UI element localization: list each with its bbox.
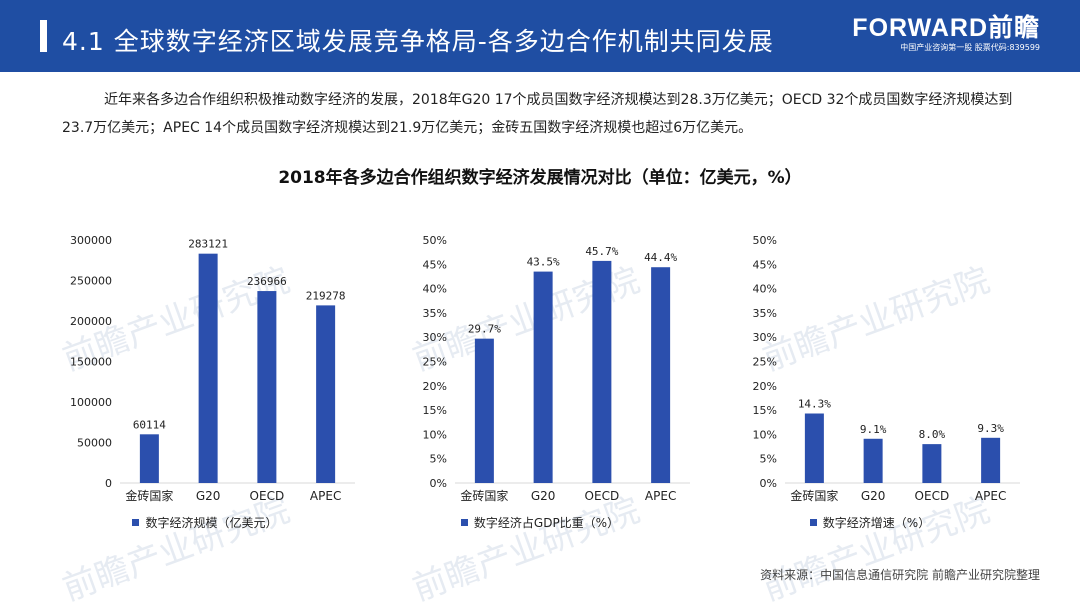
intro-paragraph: 近年来各多边合作组织积极推动数字经济的发展，2018年G20 17个成员国数字经… [62, 92, 1013, 136]
y-tick-label: 20% [423, 380, 447, 393]
y-tick-label: 45% [423, 258, 447, 271]
title-marker [40, 20, 47, 52]
chart-plot-2: 0% 5% 10% 15% 20% 25% 30% 35% 40% 45% 50% 29.7% 金砖国家… [423, 234, 690, 503]
data-label: 283121 [188, 238, 228, 251]
bar-OECD [257, 291, 277, 483]
bar-APEC [981, 437, 1001, 483]
data-label: 45.7% [585, 245, 618, 258]
legend-swatch [460, 519, 468, 526]
data-label: 29.7% [468, 323, 501, 336]
y-tick-label: 25% [423, 356, 447, 369]
x-category-label: APEC [645, 489, 676, 503]
data-label: 43.5% [527, 256, 560, 269]
y-tick-label: 10% [753, 428, 777, 441]
x-category-label: 金砖国家 [125, 488, 173, 503]
data-label: 14.3% [798, 398, 831, 411]
bar-G20 [533, 271, 553, 483]
y-tick-label: 30% [753, 331, 777, 344]
data-label: 219278 [306, 289, 346, 302]
x-category-label: G20 [531, 489, 556, 503]
y-tick-label: 35% [753, 307, 777, 320]
y-tick-label: 40% [423, 283, 447, 296]
brand-name: FORWARD前瞻 [852, 14, 1040, 42]
y-tick-label: 250000 [70, 275, 112, 288]
y-tick-label: 35% [423, 307, 447, 320]
y-tick-label: 25% [753, 356, 777, 369]
bar-APEC [651, 267, 671, 483]
y-tick-label: 150000 [70, 356, 112, 369]
chart-plot-1: 0 50000 100000 150000 200000 250000 300000 6011… [70, 234, 355, 503]
x-category-label: G20 [196, 489, 221, 503]
legend-label: 数字经济规模（亿美元） [145, 516, 278, 530]
brand-subtitle: 中国产业咨询第一股 股票代码:839599 [900, 43, 1040, 52]
x-category-label: OECD [585, 489, 620, 503]
chart-legend-1: 数字经济规模（亿美元） [40, 514, 370, 531]
y-tick-label: 0% [430, 477, 447, 490]
x-category-label: APEC [975, 489, 1006, 503]
y-tick-label: 30% [423, 331, 447, 344]
header-bar: 4.1 全球数字经济区域发展竞争格局-各多边合作机制共同发展 FORWARD前瞻… [0, 0, 1080, 72]
y-tick-label: 200000 [70, 315, 112, 328]
x-category-label: APEC [310, 489, 341, 503]
chart-legend-3: 数字经济增速（%） [705, 514, 1035, 531]
data-label: 236966 [247, 275, 287, 288]
y-tick-label: 50% [753, 234, 777, 247]
bar-金砖国家 [804, 413, 824, 483]
chart-plot-3: 0% 5% 10% 15% 20% 25% 30% 35% 40% 45% 50% 14.3% 金砖国家… [753, 234, 1020, 503]
x-category-label: OECD [915, 489, 950, 503]
y-tick-label: 0% [760, 477, 777, 490]
y-tick-label: 40% [753, 283, 777, 296]
chart-growth-rate: 0% 5% 10% 15% 20% 25% 30% 35% 40% 45% 50% 14.3% 金砖国家… [705, 226, 1035, 546]
y-tick-label: 300000 [70, 234, 112, 247]
data-label: 9.1% [860, 423, 887, 436]
y-tick-label: 100000 [70, 396, 112, 409]
x-category-label: G20 [861, 489, 886, 503]
data-label: 44.4% [644, 251, 677, 264]
data-label: 9.3% [977, 422, 1004, 435]
chart-digital-economy-scale: 0 50000 100000 150000 200000 250000 300000 6011… [40, 226, 370, 546]
y-tick-label: 50% [423, 234, 447, 247]
y-tick-label: 20% [753, 380, 777, 393]
legend-label: 数字经济增速（%） [822, 516, 931, 530]
bar-APEC [316, 305, 336, 483]
bar-金砖国家 [139, 434, 159, 483]
bar-G20 [198, 253, 218, 483]
x-category-label: OECD [250, 489, 285, 503]
source-note: 资料来源：中国信息通信研究院 前瞻产业研究院整理 [760, 568, 1040, 582]
data-label: 60114 [133, 418, 166, 431]
x-category-label: 金砖国家 [460, 488, 508, 503]
bar-OECD [922, 444, 942, 483]
page-title: 4.1 全球数字经济区域发展竞争格局-各多边合作机制共同发展 [62, 27, 774, 56]
y-tick-label: 10% [423, 428, 447, 441]
y-tick-label: 5% [760, 453, 777, 466]
y-tick-label: 0 [105, 477, 112, 490]
bar-G20 [863, 438, 883, 483]
chart-legend-2: 数字经济占GDP比重（%） [375, 514, 705, 531]
legend-swatch [132, 519, 140, 526]
y-tick-label: 45% [753, 258, 777, 271]
y-tick-label: 50000 [77, 437, 112, 450]
bar-OECD [592, 260, 612, 483]
bar-金砖国家 [474, 338, 494, 483]
y-tick-label: 15% [753, 404, 777, 417]
y-tick-label: 15% [423, 404, 447, 417]
y-tick-label: 5% [430, 453, 447, 466]
legend-label: 数字经济占GDP比重（%） [473, 516, 620, 530]
legend-swatch [809, 519, 817, 526]
data-label: 8.0% [919, 428, 946, 441]
chart-title: 2018年各多边合作组织数字经济发展情况对比（单位：亿美元，%） [278, 168, 802, 188]
x-category-label: 金砖国家 [790, 488, 838, 503]
chart-gdp-share: 0% 5% 10% 15% 20% 25% 30% 35% 40% 45% 50% 29.7% 金砖国家… [375, 226, 705, 546]
brand-logo: FORWARD前瞻 中国产业咨询第一股 股票代码:839599 [852, 14, 1040, 54]
